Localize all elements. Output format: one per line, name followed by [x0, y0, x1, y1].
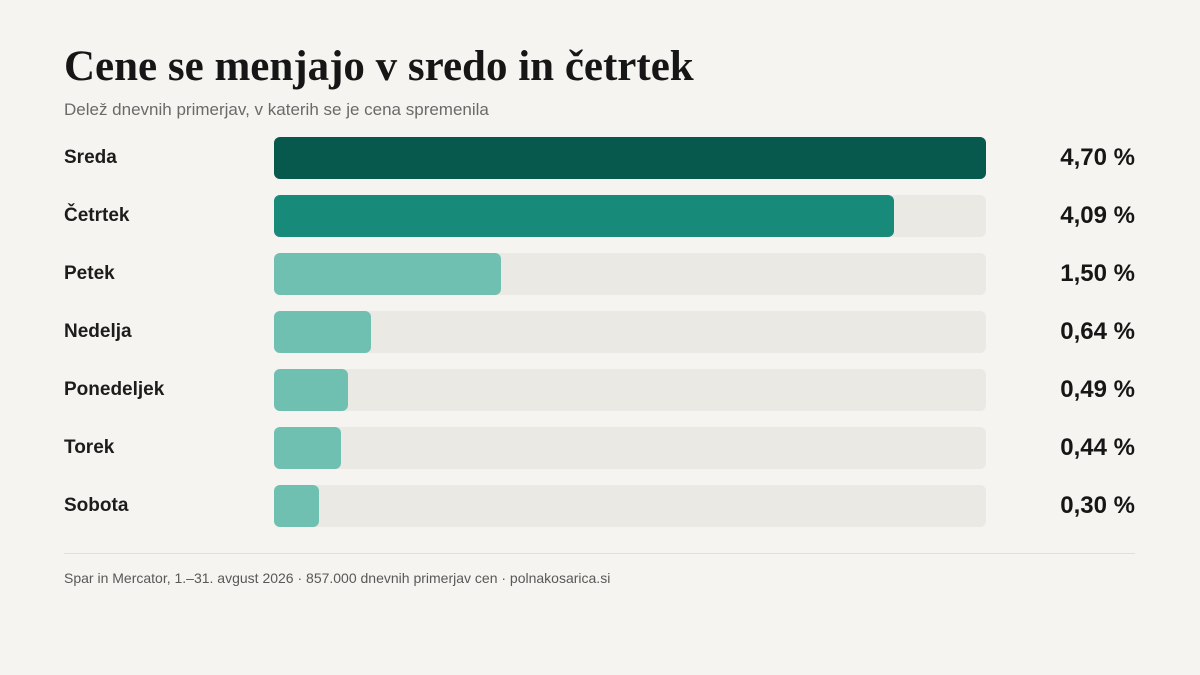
footer-divider [64, 553, 1135, 554]
source-note: Spar in Mercator, 1.–31. avgust 2026 · 8… [64, 570, 611, 586]
bar-row: Ponedeljek 0,49 % [0, 369, 1200, 411]
category-label: Petek [64, 263, 115, 284]
category-label: Sreda [64, 147, 117, 168]
bar [274, 137, 986, 179]
bar [274, 253, 502, 295]
bar-track [274, 311, 986, 353]
chart-subtitle: Delež dnevnih primerjav, v katerih se je… [64, 100, 489, 119]
bar-chart: Sreda 4,70 % Četrtek 4,09 % Petek 1,50 % Nedel… [0, 137, 1200, 527]
bar-track [274, 427, 986, 469]
category-label: Sobota [64, 495, 129, 516]
value-label: 0,30 % [1060, 492, 1135, 519]
bar-track [274, 369, 986, 411]
value-label: 0,44 % [1060, 434, 1135, 461]
bar-track [274, 195, 986, 237]
value-label: 0,64 % [1060, 318, 1135, 345]
category-label: Nedelja [64, 321, 132, 342]
category-label: Ponedeljek [64, 379, 165, 400]
bar [274, 427, 341, 469]
bar-row: Petek 1,50 % [0, 253, 1200, 295]
value-label: 4,09 % [1060, 202, 1135, 229]
value-label: 4,70 % [1060, 144, 1135, 171]
bar-row: Četrtek 4,09 % [0, 195, 1200, 237]
bar [274, 195, 894, 237]
value-label: 0,49 % [1060, 376, 1135, 403]
bar-row: Torek 0,44 % [0, 427, 1200, 469]
bar [274, 311, 371, 353]
category-label: Četrtek [64, 205, 130, 226]
bar-track [274, 137, 986, 179]
bar [274, 485, 320, 527]
chart-title: Cene se menjajo v sredo in četrtek [64, 43, 694, 90]
bar-row: Sreda 4,70 % [0, 137, 1200, 179]
bar-track [274, 253, 986, 295]
category-label: Torek [64, 437, 115, 458]
bar [274, 369, 349, 411]
bar-track [274, 485, 986, 527]
bar-row: Sobota 0,30 % [0, 485, 1200, 527]
value-label: 1,50 % [1060, 260, 1135, 287]
bar-row: Nedelja 0,64 % [0, 311, 1200, 353]
